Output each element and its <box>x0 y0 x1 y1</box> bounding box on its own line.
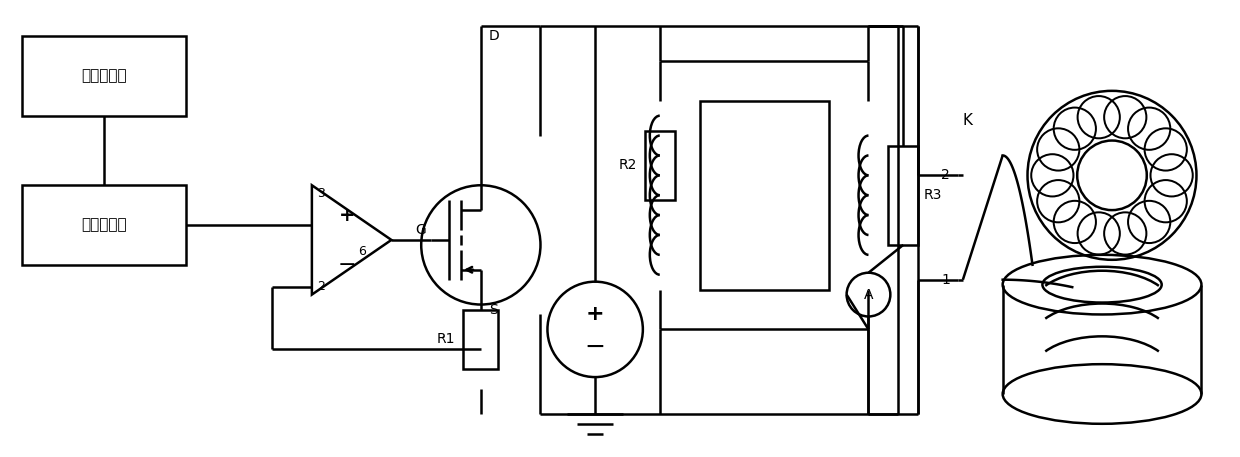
Text: D: D <box>489 29 500 43</box>
Bar <box>699 101 828 290</box>
Text: −: − <box>337 255 356 275</box>
Text: R1: R1 <box>436 332 455 346</box>
Text: +: + <box>585 304 604 324</box>
Text: 6: 6 <box>357 245 366 258</box>
Text: S: S <box>489 303 497 317</box>
Text: 3: 3 <box>317 187 325 200</box>
Text: G: G <box>415 223 427 237</box>
Text: A: A <box>864 287 873 302</box>
Bar <box>888 145 918 245</box>
Text: 2: 2 <box>317 280 325 293</box>
Text: 1: 1 <box>941 273 950 287</box>
Text: 载波信号源: 载波信号源 <box>81 218 126 233</box>
Text: R3: R3 <box>923 188 941 202</box>
Text: +: + <box>339 206 355 224</box>
Text: R2: R2 <box>619 159 637 172</box>
Text: −: − <box>584 335 605 359</box>
Bar <box>645 131 675 200</box>
Text: 2: 2 <box>941 168 950 182</box>
Bar <box>21 36 186 116</box>
Text: 调制信号源: 调制信号源 <box>81 69 126 84</box>
Text: K: K <box>963 113 973 128</box>
Bar <box>21 185 186 265</box>
Bar <box>464 309 498 369</box>
